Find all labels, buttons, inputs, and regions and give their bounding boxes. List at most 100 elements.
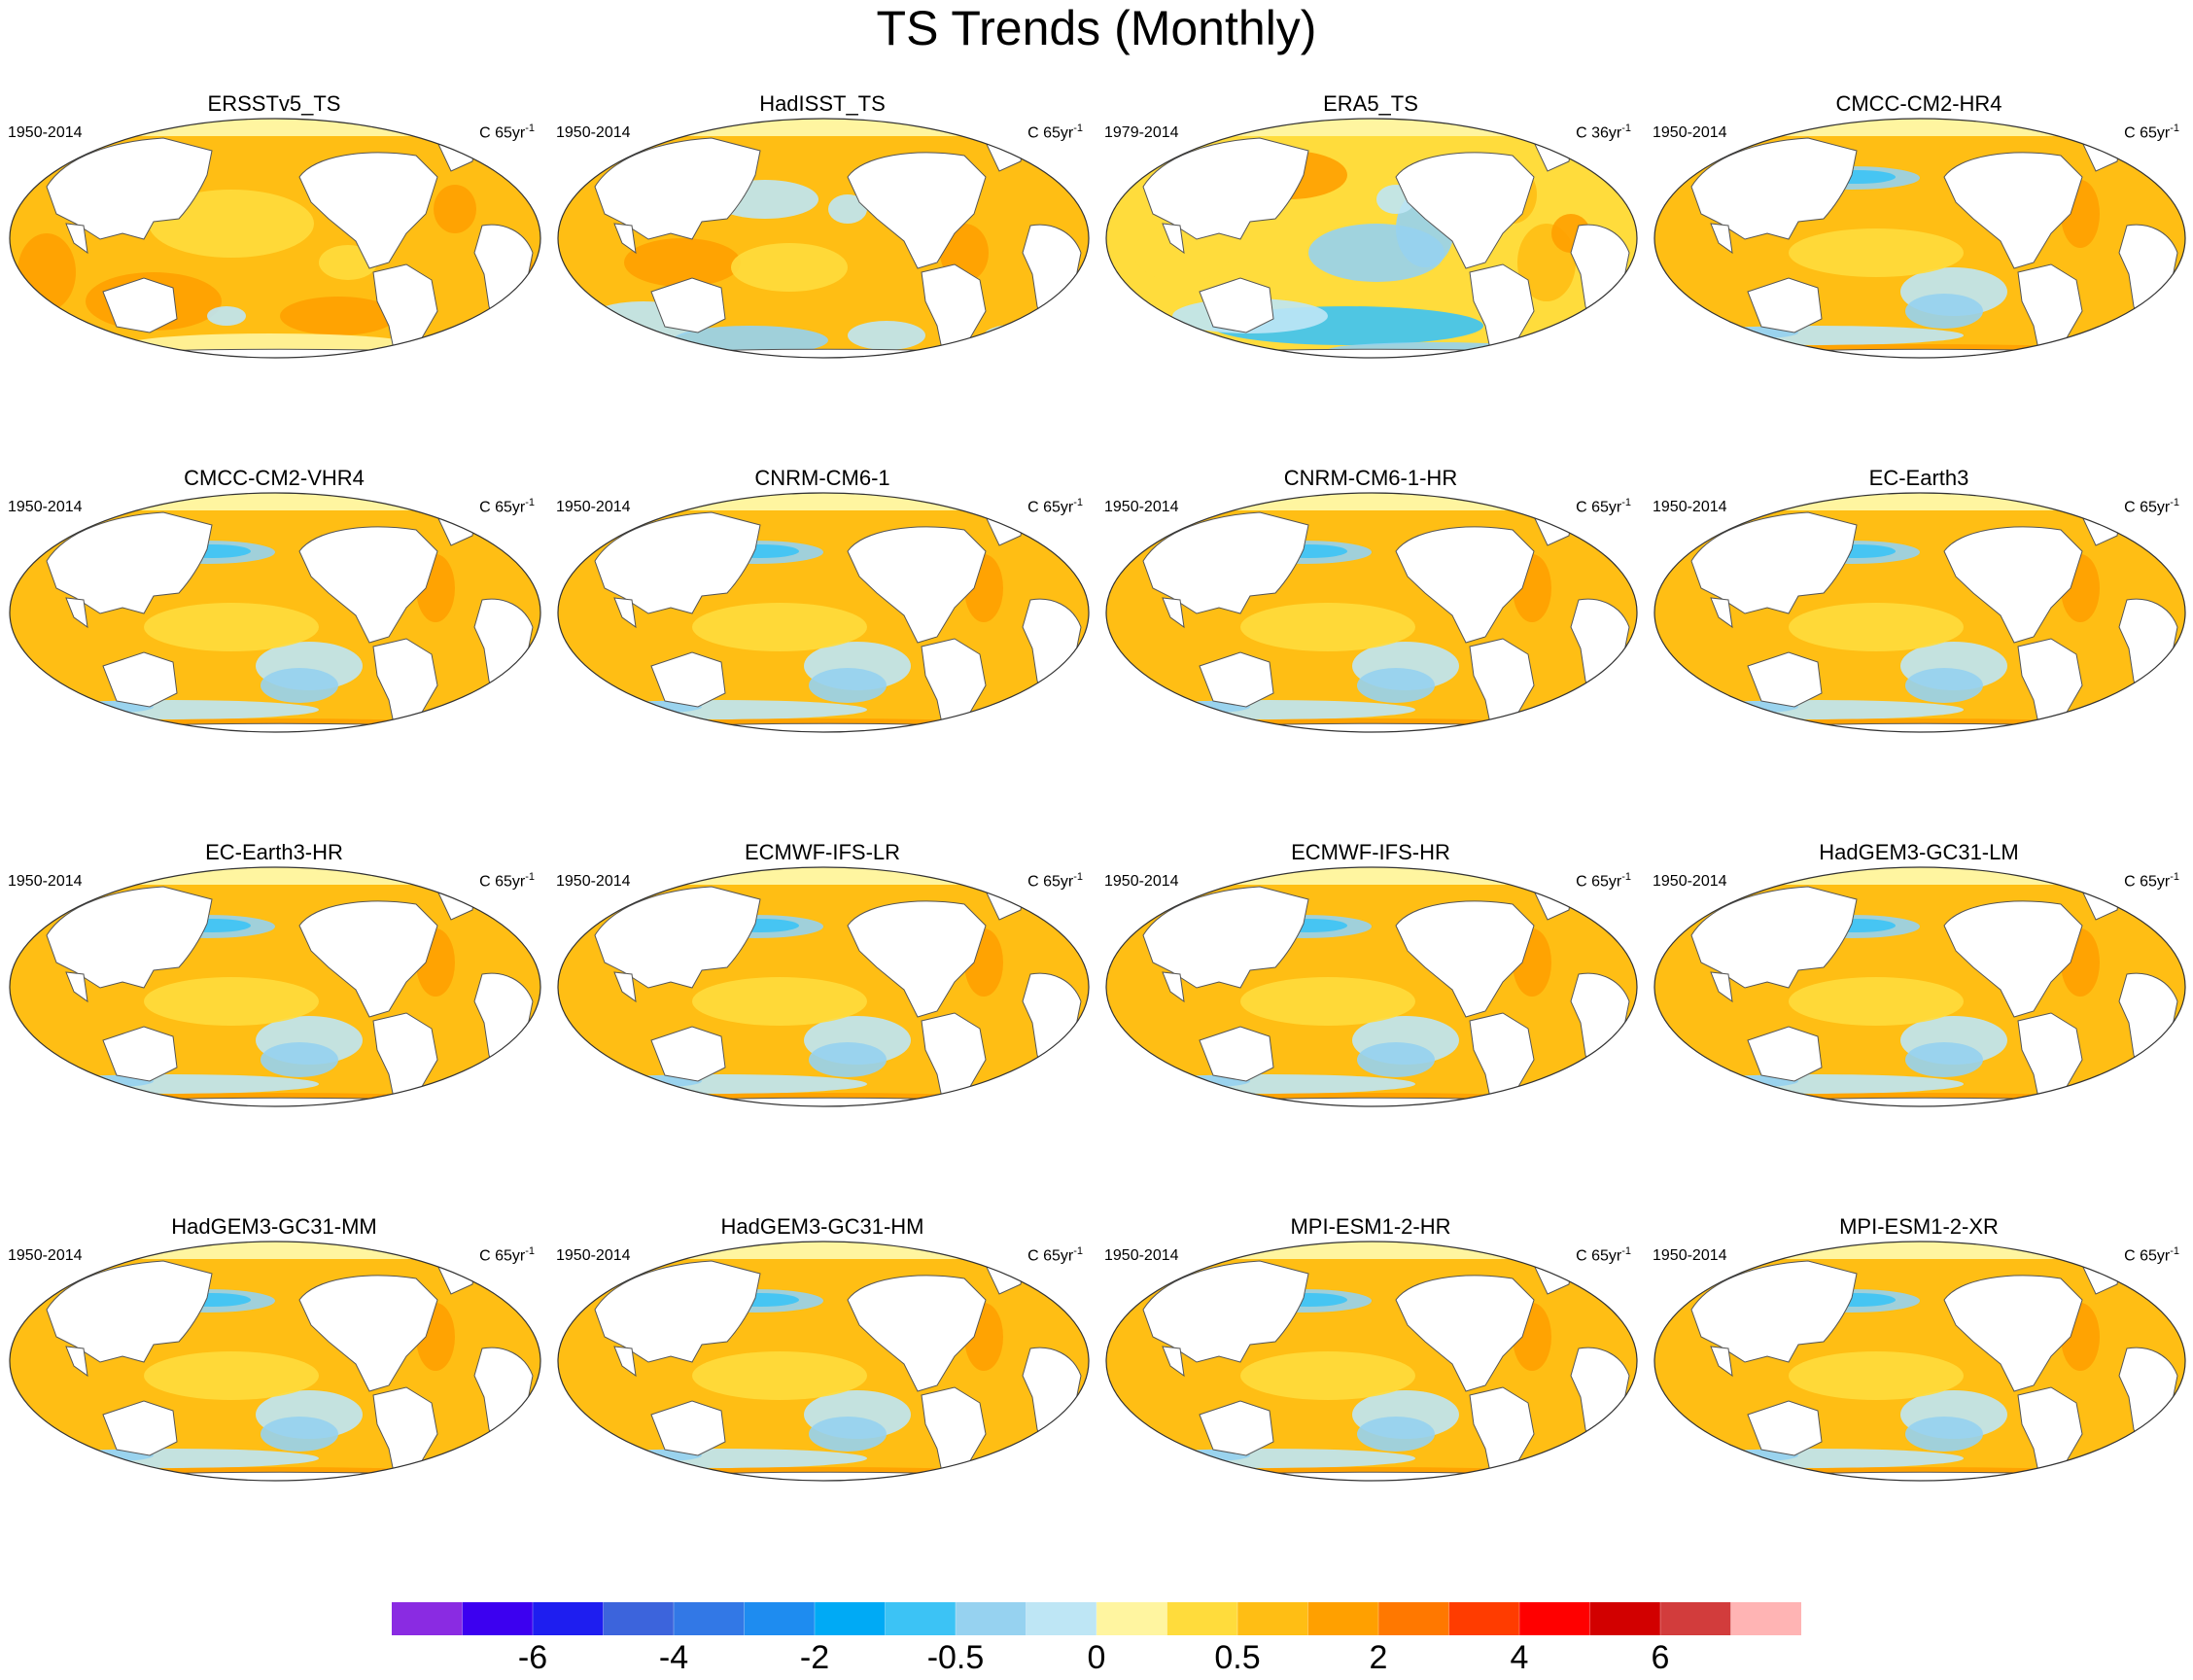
panel-title: EC-Earth3 — [1868, 466, 1969, 490]
colorbar-swatch — [956, 1602, 1027, 1635]
arctic-band — [1106, 1242, 1637, 1259]
map-border — [1653, 866, 2186, 1107]
panel-period: 1950-2014 — [8, 499, 83, 515]
trend-region — [984, 324, 1062, 347]
land-mass — [613, 971, 637, 1003]
trend-map — [557, 1241, 1090, 1482]
panel-units: C 65yr-1 — [479, 493, 535, 517]
units-exponent: -1 — [525, 122, 535, 134]
panel-units: C 65yr-1 — [2124, 493, 2179, 517]
land-mass — [1142, 886, 1309, 989]
land-mass — [847, 900, 987, 1018]
map-panel: CNRM-CM6-1 1950-2014 C 65yr-1 — [548, 374, 1096, 749]
panel-period: 1950-2014 — [8, 873, 83, 890]
panel-title: CMCC-CM2-VHR4 — [184, 466, 365, 490]
land-mass — [1142, 1260, 1309, 1363]
colorbar-swatch — [674, 1602, 745, 1635]
panel-units: C 65yr-1 — [2124, 867, 2179, 892]
trend-region — [1357, 668, 1435, 703]
land-mass — [46, 137, 213, 240]
land-mass — [650, 651, 726, 708]
trend-region — [2032, 1468, 2090, 1478]
land-mass — [594, 1260, 761, 1363]
land-mass — [1738, 348, 2111, 358]
units-exponent: -1 — [1621, 1245, 1631, 1257]
land-mass — [613, 1346, 637, 1378]
trend-region — [1357, 1417, 1435, 1452]
panel-units: C 65yr-1 — [2124, 119, 2179, 143]
land-mass — [102, 277, 178, 333]
arctic-band — [558, 867, 1089, 885]
land-mass — [65, 597, 88, 629]
panel-period: 1950-2014 — [8, 1247, 83, 1264]
trend-region — [1138, 1073, 1187, 1085]
panel-period: 1950-2014 — [8, 124, 83, 141]
trend-region — [1789, 228, 1964, 277]
map-panel: ECMWF-IFS-HR 1950-2014 C 65yr-1 — [1096, 749, 1645, 1123]
trend-region — [1138, 699, 1187, 711]
trend-region — [624, 238, 741, 287]
land-mass — [1690, 886, 1858, 989]
units-text: C 65yr — [479, 499, 526, 516]
trend-region — [2032, 719, 2090, 729]
panel-period: 1950-2014 — [556, 1247, 631, 1264]
arctic-band — [10, 1242, 540, 1259]
land-mass — [102, 1400, 178, 1456]
land-mass — [594, 137, 761, 240]
panel-period: 1950-2014 — [1104, 1247, 1179, 1264]
trend-map — [1653, 866, 2186, 1107]
trend-map — [1653, 1241, 2186, 1482]
land-mass — [46, 1260, 213, 1363]
panel-units: C 65yr-1 — [479, 1242, 535, 1266]
map-panel: HadISST_TS 1950-2014 C 65yr-1 — [548, 0, 1096, 374]
trend-region — [207, 306, 246, 326]
land-mass — [298, 900, 438, 1018]
map-border — [1105, 492, 1638, 733]
land-mass — [847, 526, 987, 644]
land-mass — [65, 1346, 88, 1378]
trend-region — [144, 603, 319, 651]
land-mass — [1943, 152, 2083, 269]
land-mass — [298, 1275, 438, 1392]
map-panel: ERSSTv5_TS 1950-2014 C 65yr-1 — [0, 0, 548, 374]
trend-region — [1483, 719, 1542, 729]
units-exponent: -1 — [1621, 497, 1631, 508]
panel-period: 1950-2014 — [556, 124, 631, 141]
land-mass — [1190, 1097, 1563, 1106]
units-text: C 65yr — [1027, 124, 1074, 142]
units-exponent: -1 — [525, 1245, 535, 1257]
land-mass — [102, 651, 178, 708]
land-mass — [642, 348, 1015, 358]
trend-region — [1124, 700, 1415, 719]
map-border — [9, 1241, 541, 1482]
panel-period: 1950-2014 — [1653, 499, 1727, 515]
units-exponent: -1 — [1621, 122, 1631, 134]
colorbar-swatch — [744, 1602, 816, 1635]
panel-title: ERA5_TS — [1323, 91, 1418, 116]
trend-region — [387, 1468, 445, 1478]
units-exponent: -1 — [2170, 497, 2179, 508]
land-mass — [93, 722, 467, 732]
land-mass — [594, 511, 761, 614]
colorbar-swatch — [1589, 1602, 1661, 1635]
colorbar-swatch — [1519, 1602, 1590, 1635]
land-mass — [65, 223, 88, 255]
trend-map — [1105, 1241, 1638, 1482]
land-mass — [93, 1097, 467, 1106]
trend-region — [848, 321, 925, 350]
trend-region — [1124, 1074, 1415, 1094]
trend-region — [1905, 668, 1983, 703]
panel-units: C 36yr-1 — [1576, 119, 1631, 143]
map-panel: CNRM-CM6-1-HR 1950-2014 C 65yr-1 — [1096, 374, 1645, 749]
panel-period: 1950-2014 — [1104, 499, 1179, 515]
trend-region — [2032, 1094, 2090, 1103]
land-mass — [46, 511, 213, 614]
colorbar-swatch — [1166, 1602, 1238, 1635]
map-border — [1653, 118, 2186, 359]
units-text: C 65yr — [2124, 873, 2171, 891]
map-border — [1105, 866, 1638, 1107]
map-border — [557, 118, 1090, 359]
land-mass — [1690, 1260, 1858, 1363]
trend-region — [144, 977, 319, 1026]
land-mass — [642, 1471, 1015, 1481]
